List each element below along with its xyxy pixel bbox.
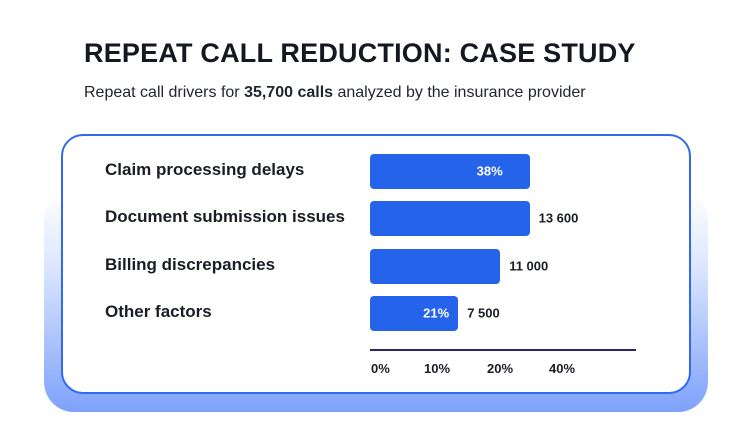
bar-billing-discrepancies (370, 248, 501, 284)
x-tick-label: 20% (487, 361, 514, 376)
x-tick-label: 10% (424, 361, 451, 376)
bar-value-label: 11 000 (509, 258, 549, 274)
category-label-document-submission-issues: Document submission issues (105, 207, 345, 226)
bar-claim-processing-delays (370, 153, 530, 189)
bar-data-label: 38% (476, 163, 503, 179)
subtitle-call-count: 35,700 calls (244, 84, 334, 101)
bar-data-label: 21% (423, 305, 450, 321)
bar-value-label: 13 600 (538, 210, 579, 226)
x-tick-label: 0% (371, 361, 390, 376)
chart-title: REPEAT CALL REDUCTION: CASE STUDY (84, 38, 636, 68)
x-axis-line (370, 349, 636, 351)
category-label-billing-discrepancies: Billing discrepancies (105, 255, 276, 274)
category-label-other-factors: Other factors (105, 302, 212, 321)
subtitle-prefix: Repeat call drivers for (84, 84, 245, 101)
chart-subtitle: Repeat call drivers for 35,700 calls ana… (84, 84, 586, 102)
x-tick-label: 40% (549, 361, 576, 376)
bar-other-factors (370, 295, 459, 331)
bar-document-submission-issues (370, 200, 530, 236)
category-label-claim-processing-delays: Claim processing delays (105, 160, 305, 179)
subtitle-suffix: analyzed by the insurance provider (333, 84, 586, 101)
bar-value-label: 7 500 (467, 305, 500, 321)
